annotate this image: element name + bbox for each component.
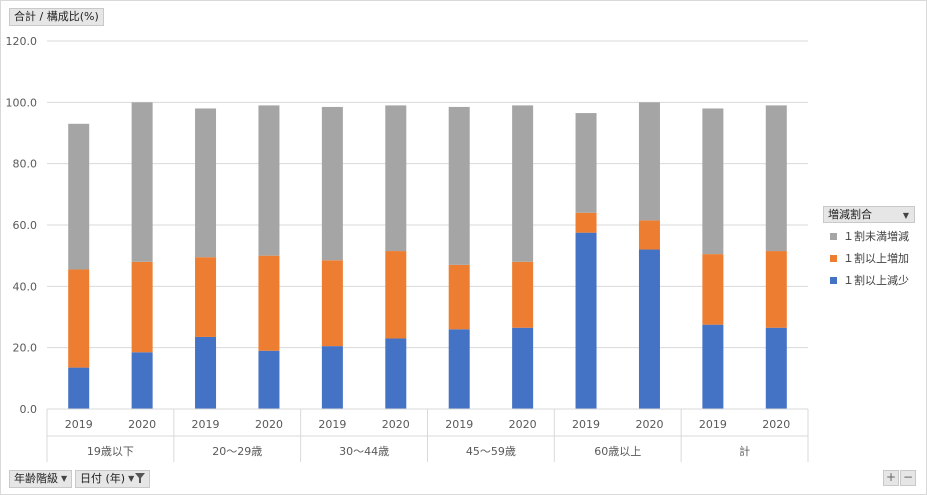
bar-segment[interactable] <box>702 254 724 325</box>
dropdown-arrow-icon[interactable]: ▼ <box>902 211 909 220</box>
y-tick-label: 40.0 <box>13 280 38 293</box>
axis-field-date-button[interactable]: 日付 (年) ▼ <box>75 470 151 488</box>
plus-icon: + <box>885 470 897 484</box>
bar-segment[interactable] <box>765 251 787 328</box>
legend-swatch-0 <box>830 232 837 240</box>
legend-label-2: １割以上減少 <box>843 274 909 287</box>
bar-segment[interactable] <box>68 269 90 368</box>
bar-segment[interactable] <box>575 212 597 233</box>
y-tick-label: 20.0 <box>13 342 38 355</box>
x-tick-label: 2020 <box>128 418 156 431</box>
x-tick-label: 2019 <box>699 418 727 431</box>
y-tick-label: 0.0 <box>20 403 38 416</box>
bar-segment[interactable] <box>512 105 534 262</box>
bar-segment[interactable] <box>258 105 280 256</box>
axis-field-date-label: 日付 (年) <box>80 472 126 485</box>
bar-segment[interactable] <box>448 106 470 265</box>
bar-segment[interactable] <box>195 336 217 409</box>
legend-title: 増減割合 <box>828 208 872 221</box>
x-tick-label: 2020 <box>509 418 537 431</box>
bar-segment[interactable] <box>258 350 280 409</box>
filter-icon[interactable] <box>135 473 146 483</box>
x-tick-label: 2019 <box>65 418 93 431</box>
bar-segment[interactable] <box>321 106 343 261</box>
bar-segment[interactable] <box>131 352 153 409</box>
dropdown-arrow-icon[interactable]: ▼ <box>61 474 68 483</box>
x-tick-label: 2019 <box>572 418 600 431</box>
group-label: 計 <box>739 444 750 458</box>
bar-segment[interactable] <box>512 261 534 328</box>
x-tick-label: 2020 <box>762 418 790 431</box>
zoom-in-button[interactable]: + <box>883 470 899 486</box>
value-field-label: 合計 / 構成比(%) <box>14 10 99 23</box>
dropdown-arrow-icon[interactable]: ▼ <box>128 474 135 483</box>
group-label: 45〜59歳 <box>466 445 516 458</box>
bar-segment[interactable] <box>258 255 280 351</box>
group-label: 30〜44歳 <box>339 445 389 458</box>
bar-segment[interactable] <box>512 327 534 409</box>
value-field-button[interactable]: 合計 / 構成比(%) <box>9 8 104 26</box>
legend-item-2: １割以上減少 <box>830 272 909 288</box>
x-tick-label: 2020 <box>382 418 410 431</box>
legend-label-0: １割未満増減 <box>843 230 909 243</box>
y-tick-label: 80.0 <box>13 158 38 171</box>
axis-field-age-button[interactable]: 年齢階級 ▼ <box>9 470 73 488</box>
group-label: 20〜29歳 <box>212 445 262 458</box>
x-tick-label: 2019 <box>445 418 473 431</box>
legend-swatch-1 <box>830 254 837 262</box>
x-tick-label: 2020 <box>635 418 663 431</box>
x-tick-label: 2019 <box>192 418 220 431</box>
bar-segment[interactable] <box>575 232 597 409</box>
zoom-out-button[interactable]: − <box>900 470 916 486</box>
bar-segment[interactable] <box>702 324 724 409</box>
legend-item-1: １割以上増加 <box>830 250 909 266</box>
bar-segment[interactable] <box>575 113 597 213</box>
group-label: 19歳以下 <box>87 445 134 458</box>
axis-field-age-label: 年齢階級 <box>14 472 58 485</box>
bar-segment[interactable] <box>385 338 407 409</box>
bar-segment[interactable] <box>385 251 407 339</box>
bar-segment[interactable] <box>321 346 343 409</box>
bar-segment[interactable] <box>638 220 660 250</box>
bar-segment[interactable] <box>765 105 787 252</box>
group-label: 60歳以上 <box>594 445 641 458</box>
bar-segment[interactable] <box>385 105 407 252</box>
minus-icon: − <box>902 470 914 484</box>
bar-segment[interactable] <box>638 249 660 409</box>
bar-segment[interactable] <box>321 260 343 347</box>
legend-swatch-2 <box>830 276 837 284</box>
bar-segment[interactable] <box>765 327 787 409</box>
y-tick-label: 100.0 <box>6 96 38 109</box>
bar-segment[interactable] <box>131 102 153 262</box>
x-tick-label: 2019 <box>318 418 346 431</box>
bar-segment[interactable] <box>448 264 470 330</box>
legend-label-1: １割以上増加 <box>843 252 909 265</box>
bar-segment[interactable] <box>195 257 217 337</box>
y-tick-label: 60.0 <box>13 219 38 232</box>
bar-segment[interactable] <box>68 123 90 270</box>
bar-segment[interactable] <box>448 329 470 409</box>
legend-item-0: １割未満増減 <box>830 228 909 244</box>
y-tick-label: 120.0 <box>6 35 38 48</box>
legend-field-button[interactable]: 増減割合 ▼ <box>823 206 915 223</box>
bar-segment[interactable] <box>702 108 724 255</box>
bar-segment[interactable] <box>638 102 660 221</box>
x-tick-label: 2020 <box>255 418 283 431</box>
bar-segment[interactable] <box>68 367 90 409</box>
bar-segment[interactable] <box>131 261 153 353</box>
bar-segment[interactable] <box>195 108 217 258</box>
